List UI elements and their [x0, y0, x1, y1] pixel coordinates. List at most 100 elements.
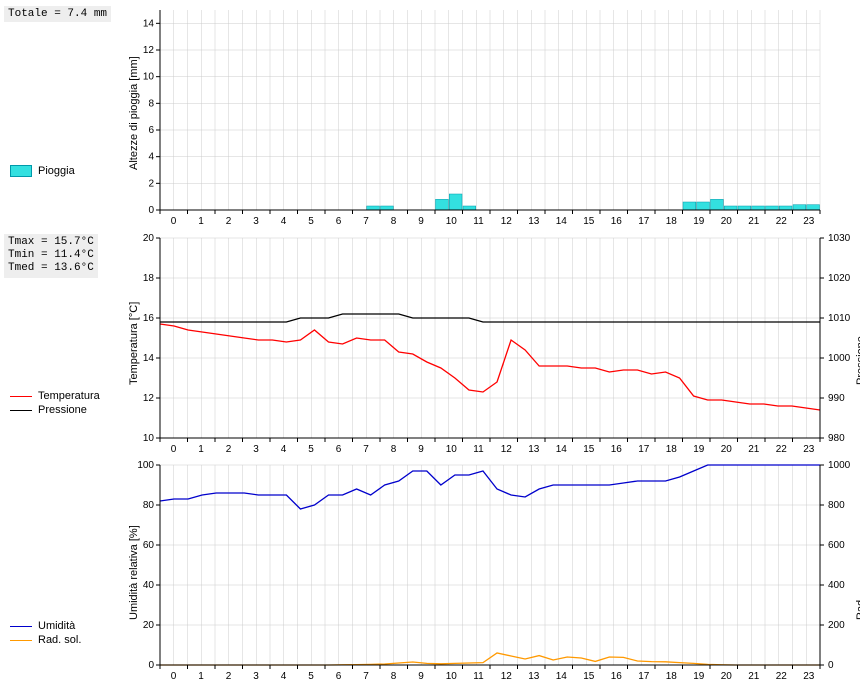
svg-text:20: 20: [721, 671, 733, 682]
svg-text:20: 20: [143, 233, 155, 244]
svg-text:0: 0: [171, 444, 177, 455]
rain-swatch: [10, 165, 32, 177]
humid-line-swatch: [10, 626, 32, 627]
svg-text:14: 14: [143, 18, 155, 29]
svg-text:11: 11: [473, 216, 484, 227]
svg-text:14: 14: [556, 444, 568, 455]
legend-pioggia: Pioggia: [10, 165, 75, 177]
svg-text:23: 23: [803, 216, 815, 227]
rain-total-box: Totale = 7.4 mm: [4, 6, 111, 22]
svg-text:1: 1: [198, 444, 204, 455]
legend-temperatura: Temperatura: [10, 390, 100, 402]
svg-text:1: 1: [198, 216, 204, 227]
svg-text:1000: 1000: [828, 353, 851, 364]
svg-text:14: 14: [143, 353, 155, 364]
svg-text:15: 15: [583, 444, 595, 455]
svg-text:20: 20: [721, 444, 733, 455]
svg-text:9: 9: [418, 444, 424, 455]
svg-text:15: 15: [583, 671, 595, 682]
legend-temperatura-label: Temperatura: [38, 390, 100, 402]
svg-text:21: 21: [748, 216, 760, 227]
svg-text:18: 18: [143, 273, 155, 284]
svg-text:18: 18: [666, 671, 678, 682]
svg-text:1: 1: [198, 671, 204, 682]
rain-ylabel: Altezze di pioggia [mm]: [128, 56, 140, 170]
svg-text:0: 0: [148, 205, 154, 216]
svg-text:0: 0: [828, 660, 834, 671]
svg-text:6: 6: [336, 216, 342, 227]
svg-text:8: 8: [391, 216, 397, 227]
svg-text:100: 100: [137, 460, 154, 471]
svg-text:12: 12: [501, 444, 513, 455]
svg-text:40: 40: [143, 580, 155, 591]
svg-text:17: 17: [638, 444, 650, 455]
svg-text:7: 7: [363, 216, 369, 227]
svg-text:17: 17: [638, 216, 650, 227]
svg-text:11: 11: [473, 671, 484, 682]
svg-text:22: 22: [776, 671, 788, 682]
svg-text:600: 600: [828, 540, 845, 551]
legend-pressione: Pressione: [10, 404, 87, 416]
svg-text:9: 9: [418, 216, 424, 227]
svg-text:23: 23: [803, 444, 815, 455]
svg-text:19: 19: [693, 216, 705, 227]
svg-text:16: 16: [611, 216, 623, 227]
svg-text:980: 980: [828, 433, 845, 444]
svg-text:20: 20: [143, 620, 155, 631]
svg-text:10: 10: [446, 444, 458, 455]
svg-text:0: 0: [148, 660, 154, 671]
svg-text:4: 4: [281, 671, 287, 682]
temp-line-swatch: [10, 396, 32, 397]
svg-text:5: 5: [308, 216, 314, 227]
svg-text:16: 16: [143, 313, 155, 324]
svg-text:14: 14: [556, 216, 568, 227]
svg-text:7: 7: [363, 671, 369, 682]
svg-text:22: 22: [776, 444, 788, 455]
svg-text:1000: 1000: [828, 460, 851, 471]
rad-line-swatch: [10, 640, 32, 641]
svg-text:21: 21: [748, 444, 760, 455]
rad-ylabel: Rad. solare [W/mq]: [855, 585, 860, 620]
press-ylabel: Pressione [mbar]: [855, 336, 860, 385]
svg-text:10: 10: [143, 433, 155, 444]
svg-text:1030: 1030: [828, 233, 851, 244]
svg-text:10: 10: [446, 671, 458, 682]
svg-text:1010: 1010: [828, 313, 851, 324]
humid-rad-chart: 0204060801000200400600800100001234567891…: [160, 465, 820, 665]
tmin-label: Tmin = 11.4°C: [8, 249, 94, 262]
svg-text:21: 21: [748, 671, 760, 682]
temp-ylabel: Temperatura [°C]: [128, 302, 140, 385]
svg-text:7: 7: [363, 444, 369, 455]
legend-pressione-label: Pressione: [38, 404, 87, 416]
svg-text:15: 15: [583, 216, 595, 227]
legend-umidita: Umidità: [10, 620, 75, 632]
svg-text:6: 6: [336, 444, 342, 455]
svg-text:18: 18: [666, 444, 678, 455]
svg-text:4: 4: [148, 152, 154, 163]
svg-text:990: 990: [828, 393, 845, 404]
svg-text:16: 16: [611, 444, 623, 455]
legend-pioggia-label: Pioggia: [38, 165, 75, 177]
svg-text:13: 13: [528, 444, 540, 455]
svg-text:400: 400: [828, 580, 845, 591]
svg-text:18: 18: [666, 216, 678, 227]
svg-text:5: 5: [308, 671, 314, 682]
svg-text:17: 17: [638, 671, 650, 682]
svg-text:8: 8: [391, 671, 397, 682]
svg-text:5: 5: [308, 444, 314, 455]
svg-text:9: 9: [418, 671, 424, 682]
svg-text:3: 3: [253, 671, 259, 682]
press-line-swatch: [10, 410, 32, 411]
svg-text:22: 22: [776, 216, 788, 227]
svg-text:23: 23: [803, 671, 815, 682]
svg-text:12: 12: [501, 216, 513, 227]
svg-text:3: 3: [253, 444, 259, 455]
svg-text:2: 2: [148, 178, 154, 189]
tmax-label: Tmax = 15.7°C: [8, 236, 94, 249]
svg-text:8: 8: [391, 444, 397, 455]
humid-ylabel: Umidità relativa [%]: [128, 525, 140, 620]
svg-text:80: 80: [143, 500, 155, 511]
svg-text:10: 10: [446, 216, 458, 227]
svg-text:60: 60: [143, 540, 155, 551]
temp-stats-box: Tmax = 15.7°C Tmin = 11.4°C Tmed = 13.6°…: [4, 234, 98, 278]
